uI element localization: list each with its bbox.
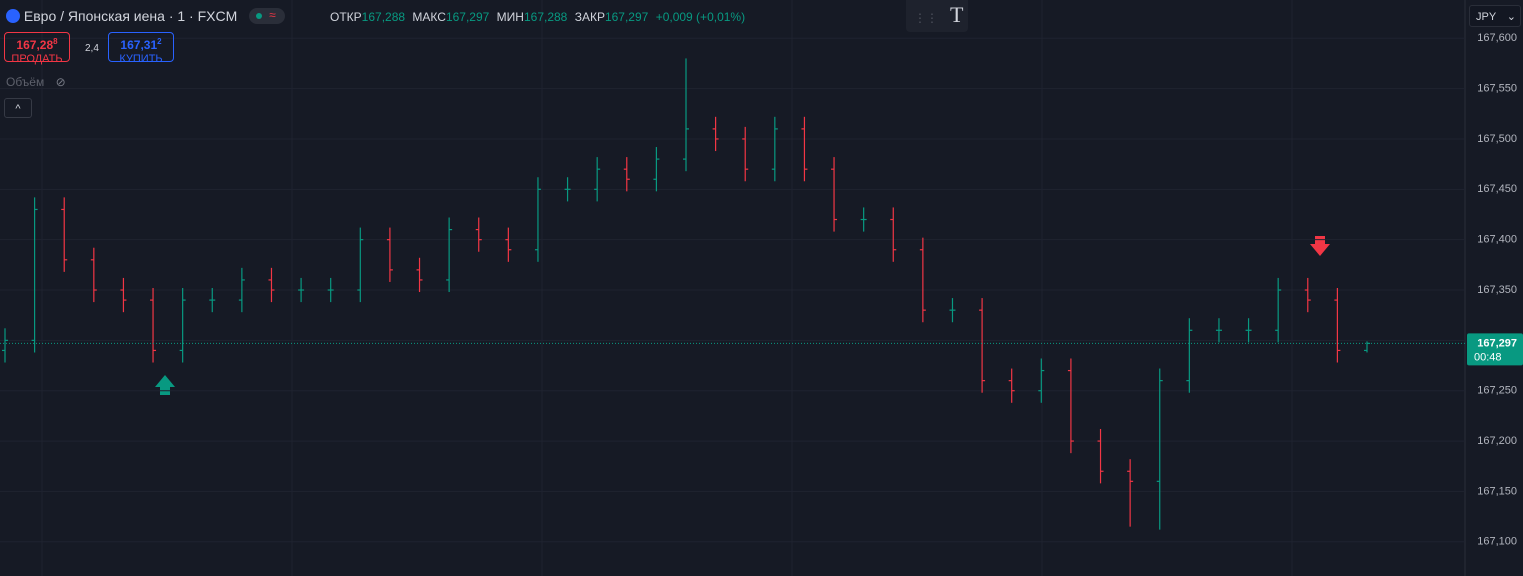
price-label: 167,297	[1477, 337, 1517, 349]
price-timer: 00:48	[1474, 351, 1502, 363]
y-tick-label: 167,250	[1477, 385, 1517, 397]
ohlc-label: ОТКР	[330, 10, 362, 24]
ohlc-legend: ОТКР167,288 МАКС167,297 МИН167,288 ЗАКР1…	[330, 10, 749, 24]
y-tick-label: 167,600	[1477, 32, 1517, 44]
ohlc-value: 167,288	[361, 10, 406, 24]
symbol-row: Евро / Японская иена · 1 · FXCM ≈	[6, 8, 286, 24]
buy-price: 167,31	[120, 38, 158, 52]
collapse-button[interactable]: ^	[4, 98, 32, 118]
buy-label: КУПИТЬ	[119, 53, 163, 65]
currency: JPY	[1476, 11, 1497, 23]
y-tick-label: 167,500	[1477, 133, 1517, 145]
y-tick-label: 167,350	[1477, 284, 1517, 296]
ohlc-label: МАКС	[412, 10, 446, 24]
sell-button[interactable]: 167,288 ПРОДАТЬ	[4, 32, 70, 65]
currency-select[interactable]: JPY ⌄	[1469, 5, 1521, 27]
buy-button[interactable]: 167,312 КУПИТЬ	[108, 32, 174, 65]
ohlc-value: 167,288	[523, 10, 568, 24]
volume-row: Объём ⊘	[6, 75, 66, 89]
y-tick-label: 167,150	[1477, 485, 1517, 497]
y-tick-label: 167,200	[1477, 435, 1517, 447]
ohlc-label: ЗАКР	[574, 10, 605, 24]
spread: 2,4	[85, 43, 99, 54]
symbol[interactable]: Евро / Японская иена · 1 · FXCM	[23, 8, 238, 24]
sell-price: 167,28	[16, 38, 54, 52]
flag-icon	[6, 9, 20, 23]
sell-label: ПРОДАТЬ	[11, 53, 63, 65]
buy-signal	[155, 375, 175, 395]
y-tick-label: 167,550	[1477, 83, 1517, 95]
price-label-box	[1467, 333, 1523, 366]
sell-signal	[1310, 236, 1330, 256]
vgrid	[41, 0, 1293, 576]
y-tick-label: 167,100	[1477, 536, 1517, 548]
y-tick-label: 167,400	[1477, 234, 1517, 246]
ohlc-label: МИН	[496, 10, 524, 24]
status-pill[interactable]: ≈	[249, 8, 286, 24]
sell-pip: 8	[53, 37, 58, 46]
ohlc-value: 167,297	[604, 10, 649, 24]
volume[interactable]: Объём	[6, 75, 45, 89]
y-tick-label: 167,450	[1477, 183, 1517, 195]
change: +0,009 (+0,01%)	[655, 10, 746, 24]
ohlc-value: 167,297	[445, 10, 490, 24]
text-tool[interactable]: ⋮⋮ T	[906, 0, 968, 32]
buy-pip: 2	[157, 37, 162, 46]
